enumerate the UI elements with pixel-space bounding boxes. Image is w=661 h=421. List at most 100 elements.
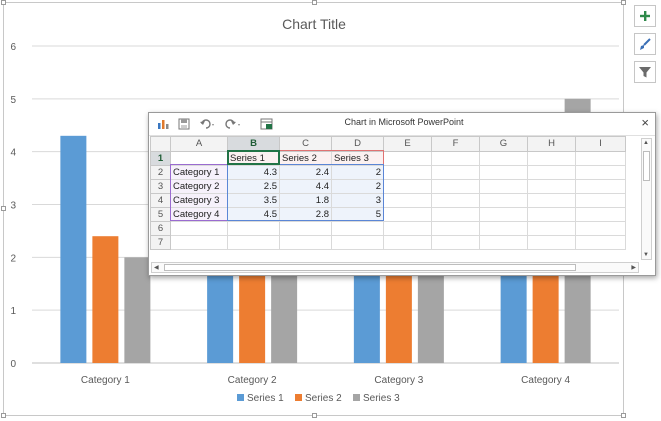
- scroll-right-icon[interactable]: ▶: [631, 265, 636, 271]
- cell-c2[interactable]: 2.4: [279, 165, 332, 180]
- legend-entry[interactable]: Series 2: [305, 393, 342, 404]
- cell-e5[interactable]: [383, 207, 432, 222]
- cell-c5[interactable]: 2.8: [279, 207, 332, 222]
- cell-b2[interactable]: 4.3: [227, 165, 280, 180]
- save-icon[interactable]: [177, 116, 191, 132]
- cell-g4[interactable]: [479, 193, 528, 208]
- cell-f6[interactable]: [431, 221, 480, 236]
- chart-elements-button[interactable]: [634, 5, 656, 27]
- cell-h4[interactable]: [527, 193, 576, 208]
- chart-filters-button[interactable]: [634, 61, 656, 83]
- cell-d7[interactable]: [331, 235, 384, 250]
- row-header-2[interactable]: 2: [150, 165, 171, 180]
- cell-i5[interactable]: [575, 207, 626, 222]
- spreadsheet-titlebar[interactable]: Chart in Microsoft PowerPoint ×: [149, 113, 655, 136]
- cell-b7[interactable]: [227, 235, 280, 250]
- cell-d1[interactable]: Series 3: [331, 150, 384, 166]
- cell-i7[interactable]: [575, 235, 626, 250]
- row-header-3[interactable]: 3: [150, 179, 171, 194]
- bar-2-1[interactable]: [92, 236, 119, 363]
- cell-f2[interactable]: [431, 165, 480, 180]
- cell-i2[interactable]: [575, 165, 626, 180]
- column-header-d[interactable]: D: [331, 136, 384, 152]
- cell-i4[interactable]: [575, 193, 626, 208]
- horizontal-scrollbar[interactable]: ◀ ▶: [151, 262, 639, 273]
- row-header-7[interactable]: 7: [150, 235, 171, 250]
- resize-handle-bottom-right[interactable]: [621, 413, 626, 418]
- resize-handle-top[interactable]: [312, 0, 317, 5]
- resize-handle-top-left[interactable]: [1, 0, 6, 5]
- cell-h6[interactable]: [527, 221, 576, 236]
- cell-i6[interactable]: [575, 221, 626, 236]
- resize-handle-top-right[interactable]: [621, 0, 626, 5]
- column-header-h[interactable]: H: [527, 136, 576, 152]
- cell-e2[interactable]: [383, 165, 432, 180]
- row-header-6[interactable]: 6: [150, 221, 171, 236]
- bar-3-1[interactable]: [124, 257, 151, 363]
- cell-f1[interactable]: [431, 150, 480, 166]
- cell-a2[interactable]: Category 1: [170, 165, 228, 180]
- row-header-1[interactable]: 1: [150, 150, 171, 166]
- cell-e6[interactable]: [383, 221, 432, 236]
- cell-c1[interactable]: Series 2: [279, 150, 332, 166]
- cell-b3[interactable]: 2.5: [227, 179, 280, 194]
- cell-h2[interactable]: [527, 165, 576, 180]
- cell-e3[interactable]: [383, 179, 432, 194]
- cell-f4[interactable]: [431, 193, 480, 208]
- chart-styles-button[interactable]: [634, 33, 656, 55]
- cell-g2[interactable]: [479, 165, 528, 180]
- cell-f5[interactable]: [431, 207, 480, 222]
- close-icon[interactable]: ×: [641, 115, 649, 130]
- cell-a4[interactable]: Category 3: [170, 193, 228, 208]
- cell-a3[interactable]: Category 2: [170, 179, 228, 194]
- cell-b6[interactable]: [227, 221, 280, 236]
- cell-d4[interactable]: 3: [331, 193, 384, 208]
- column-header-i[interactable]: I: [575, 136, 626, 152]
- cell-e7[interactable]: [383, 235, 432, 250]
- vertical-scrollbar[interactable]: ▲ ▼: [641, 138, 652, 260]
- bar-1-1[interactable]: [60, 135, 87, 363]
- scroll-up-icon[interactable]: ▲: [643, 140, 649, 146]
- cell-d6[interactable]: [331, 221, 384, 236]
- cell-c7[interactable]: [279, 235, 332, 250]
- spreadsheet-grid[interactable]: A B C D E F G H I 1 Series 1 Series 2 Series 3 2 Categ…: [150, 136, 640, 271]
- redo-icon[interactable]: [225, 116, 243, 132]
- scroll-down-icon[interactable]: ▼: [643, 252, 649, 258]
- cell-i1[interactable]: [575, 150, 626, 166]
- resize-handle-bottom-left[interactable]: [1, 413, 6, 418]
- vertical-scroll-thumb[interactable]: [643, 151, 650, 181]
- cell-d3[interactable]: 2: [331, 179, 384, 194]
- cell-f7[interactable]: [431, 235, 480, 250]
- row-header-5[interactable]: 5: [150, 207, 171, 222]
- cell-b1[interactable]: Series 1: [227, 150, 280, 166]
- scroll-left-icon[interactable]: ◀: [154, 265, 159, 271]
- cell-b4[interactable]: 3.5: [227, 193, 280, 208]
- cell-h7[interactable]: [527, 235, 576, 250]
- horizontal-scroll-thumb[interactable]: [164, 264, 576, 271]
- cell-i3[interactable]: [575, 179, 626, 194]
- cell-c4[interactable]: 1.8: [279, 193, 332, 208]
- cell-h1[interactable]: [527, 150, 576, 166]
- chart-title[interactable]: Chart Title: [282, 16, 346, 32]
- cell-g3[interactable]: [479, 179, 528, 194]
- cell-f3[interactable]: [431, 179, 480, 194]
- cell-d2[interactable]: 2: [331, 165, 384, 180]
- cell-g6[interactable]: [479, 221, 528, 236]
- column-header-c[interactable]: C: [279, 136, 332, 152]
- cell-g7[interactable]: [479, 235, 528, 250]
- chart-icon[interactable]: [156, 116, 170, 132]
- cell-e1[interactable]: [383, 150, 432, 166]
- edit-in-excel-icon[interactable]: [259, 116, 273, 132]
- column-header-f[interactable]: F: [431, 136, 480, 152]
- cell-a1[interactable]: [170, 150, 228, 166]
- cell-h3[interactable]: [527, 179, 576, 194]
- cell-c3[interactable]: 4.4: [279, 179, 332, 194]
- resize-handle-bottom[interactable]: [312, 413, 317, 418]
- cell-g1[interactable]: [479, 150, 528, 166]
- column-header-a[interactable]: A: [170, 136, 228, 152]
- cell-g5[interactable]: [479, 207, 528, 222]
- resize-handle-left[interactable]: [1, 206, 6, 211]
- legend[interactable]: Series 1 Series 2 Series 3: [237, 393, 400, 404]
- column-header-g[interactable]: G: [479, 136, 528, 152]
